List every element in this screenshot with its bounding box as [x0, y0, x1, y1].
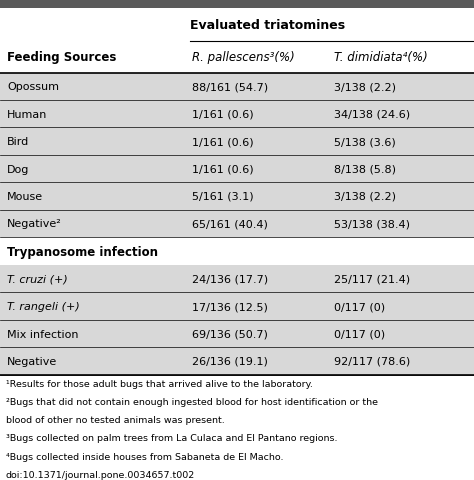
Text: Opossum: Opossum — [7, 82, 59, 92]
Text: Dog: Dog — [7, 164, 29, 174]
Text: R. pallescens³(%): R. pallescens³(%) — [192, 51, 295, 64]
Text: blood of other no tested animals was present.: blood of other no tested animals was pre… — [6, 415, 224, 424]
Bar — [0, 210, 474, 238]
Text: 92/117 (78.6): 92/117 (78.6) — [334, 356, 410, 366]
Text: 26/136 (19.1): 26/136 (19.1) — [192, 356, 268, 366]
Text: doi:10.1371/journal.pone.0034657.t002: doi:10.1371/journal.pone.0034657.t002 — [6, 470, 195, 479]
Bar — [0, 156, 474, 183]
Text: 25/117 (21.4): 25/117 (21.4) — [334, 274, 410, 284]
Text: Human: Human — [7, 109, 47, 120]
Bar — [0, 101, 474, 128]
Text: Trypanosome infection: Trypanosome infection — [7, 245, 158, 258]
Bar — [0, 265, 474, 293]
Text: Negative: Negative — [7, 356, 57, 366]
Text: ²Bugs that did not contain enough ingested blood for host identification or the: ²Bugs that did not contain enough ingest… — [6, 397, 378, 406]
Bar — [0, 42, 474, 73]
Text: Negative²: Negative² — [7, 219, 62, 229]
Text: 8/138 (5.8): 8/138 (5.8) — [334, 164, 396, 174]
Bar — [0, 293, 474, 320]
Bar — [0, 348, 474, 375]
Text: ¹Results for those adult bugs that arrived alive to the laboratory.: ¹Results for those adult bugs that arriv… — [6, 379, 312, 388]
Bar — [0, 128, 474, 156]
Bar — [0, 320, 474, 348]
Text: 65/161 (40.4): 65/161 (40.4) — [192, 219, 268, 229]
Text: Mouse: Mouse — [7, 192, 43, 202]
Text: ⁴Bugs collected inside houses from Sabaneta de El Macho.: ⁴Bugs collected inside houses from Saban… — [6, 452, 283, 461]
Bar — [0, 183, 474, 210]
Text: Feeding Sources: Feeding Sources — [7, 51, 117, 64]
Text: 3/138 (2.2): 3/138 (2.2) — [334, 82, 396, 92]
Text: T. cruzi (+): T. cruzi (+) — [7, 274, 68, 284]
Text: 0/117 (0): 0/117 (0) — [334, 329, 385, 339]
Text: 0/117 (0): 0/117 (0) — [334, 301, 385, 312]
Bar — [0, 9, 474, 42]
Text: T. dimidiata⁴(%): T. dimidiata⁴(%) — [334, 51, 428, 64]
Text: 5/138 (3.6): 5/138 (3.6) — [334, 137, 396, 147]
Text: 34/138 (24.6): 34/138 (24.6) — [334, 109, 410, 120]
Text: 24/136 (17.7): 24/136 (17.7) — [192, 274, 268, 284]
Text: 1/161 (0.6): 1/161 (0.6) — [192, 137, 254, 147]
Text: 17/136 (12.5): 17/136 (12.5) — [192, 301, 268, 312]
Bar — [0, 73, 474, 101]
Text: T. rangeli (+): T. rangeli (+) — [7, 301, 80, 312]
Text: 1/161 (0.6): 1/161 (0.6) — [192, 109, 254, 120]
Text: 5/161 (3.1): 5/161 (3.1) — [192, 192, 254, 202]
Text: 1/161 (0.6): 1/161 (0.6) — [192, 164, 254, 174]
Text: Mix infection: Mix infection — [7, 329, 79, 339]
Bar — [0, 0, 474, 9]
Bar — [0, 238, 474, 265]
Text: 3/138 (2.2): 3/138 (2.2) — [334, 192, 396, 202]
Text: 53/138 (38.4): 53/138 (38.4) — [334, 219, 410, 229]
Text: Bird: Bird — [7, 137, 29, 147]
Text: ³Bugs collected on palm trees from La Culaca and El Pantano regions.: ³Bugs collected on palm trees from La Cu… — [6, 433, 337, 443]
Text: 69/136 (50.7): 69/136 (50.7) — [192, 329, 268, 339]
Text: 88/161 (54.7): 88/161 (54.7) — [192, 82, 268, 92]
Text: Evaluated triatomines: Evaluated triatomines — [190, 19, 345, 32]
